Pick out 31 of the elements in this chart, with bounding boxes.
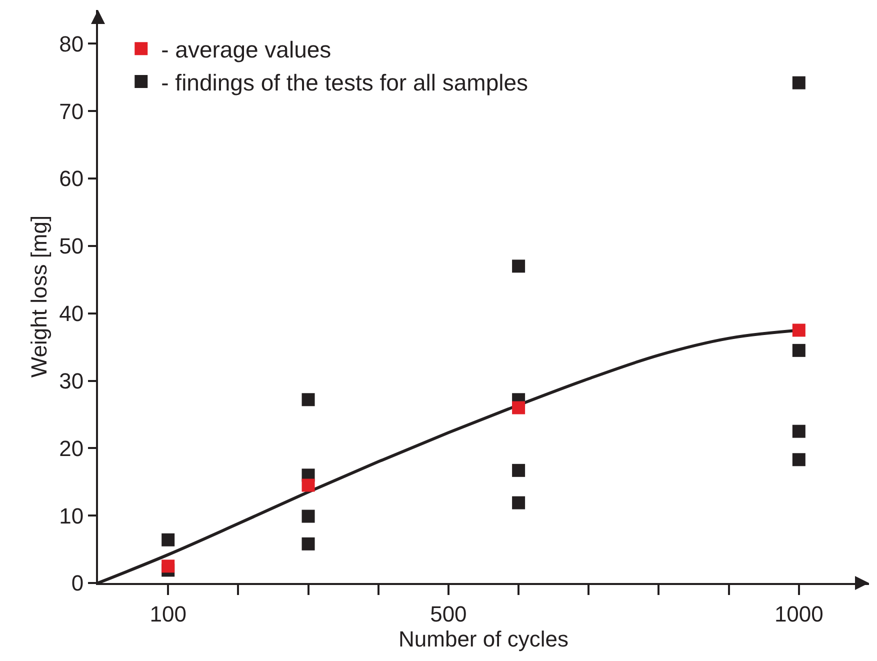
y-tick-label: 30 <box>59 368 84 394</box>
point <box>792 324 806 337</box>
point <box>512 496 526 510</box>
point <box>792 344 806 357</box>
y-tick-label: 0 <box>71 570 84 596</box>
point <box>792 453 806 466</box>
point <box>792 424 806 438</box>
point <box>302 478 315 492</box>
y-tick-label: 10 <box>59 503 84 528</box>
point <box>512 464 526 477</box>
y-tick-label: 40 <box>59 301 84 326</box>
x-tick-label: 500 <box>430 601 467 626</box>
point <box>512 401 526 414</box>
y-tick-label: 70 <box>59 98 84 124</box>
point <box>162 533 175 546</box>
point <box>512 260 526 273</box>
point <box>302 510 315 523</box>
point <box>162 560 175 573</box>
point <box>302 393 315 406</box>
y-axis-title: Weight loss [mg] <box>26 215 52 378</box>
point <box>302 537 315 550</box>
legend-label: - findings of the tests for all samples <box>161 70 528 96</box>
x-tick-label: 1000 <box>774 601 824 626</box>
y-tick-label: 20 <box>59 436 84 461</box>
y-tick-label: 80 <box>59 31 84 56</box>
x-axis-title: Number of cycles <box>398 626 568 652</box>
y-tick-label: 50 <box>59 234 84 259</box>
point <box>792 76 806 90</box>
legend-label: - average values <box>161 36 332 63</box>
y-tick-label: 60 <box>59 166 84 192</box>
x-tick-label: 100 <box>150 601 186 626</box>
